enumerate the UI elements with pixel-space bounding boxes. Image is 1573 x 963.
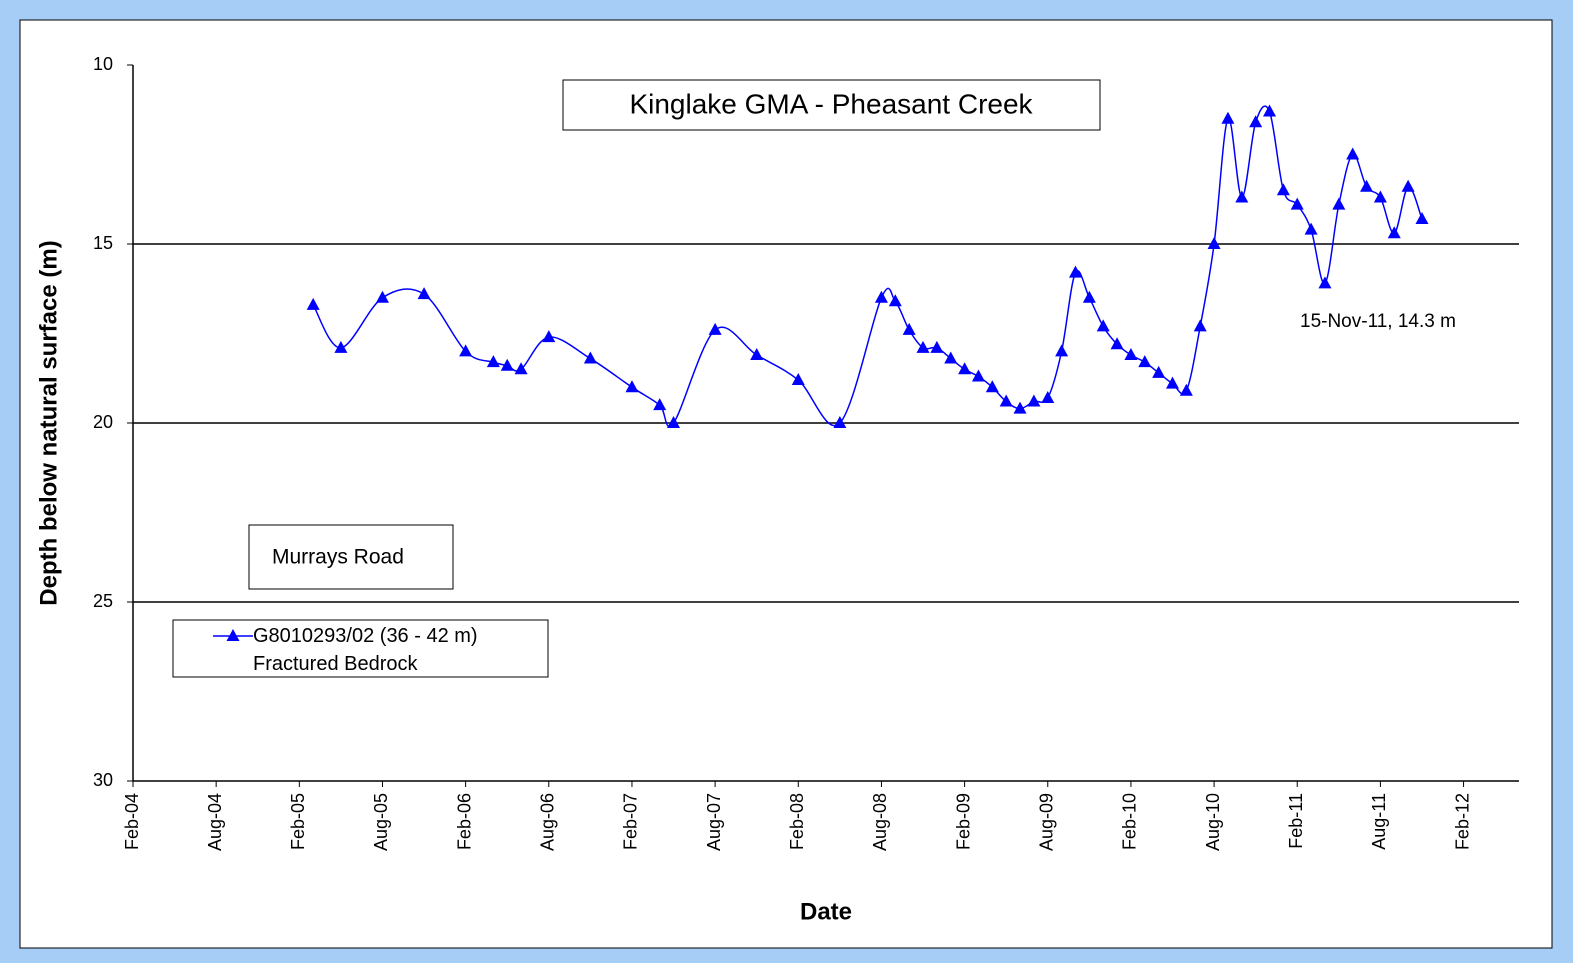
data-point — [999, 394, 1013, 407]
x-tick-label: Feb-11 — [1286, 793, 1306, 849]
y-tick-label: 30 — [93, 770, 113, 790]
data-point — [1110, 337, 1124, 350]
y-axis-title: Depth below natural surface (m) — [35, 240, 62, 605]
x-tick-label: Feb-09 — [953, 793, 973, 850]
annotation: 15-Nov-11, 14.3 m — [1300, 311, 1456, 332]
data-point — [500, 358, 514, 371]
data-point — [1082, 290, 1096, 303]
x-tick-label: Feb-05 — [288, 793, 308, 850]
data-point — [667, 416, 681, 428]
data-point — [1235, 190, 1249, 203]
subtitle: Murrays Road — [272, 546, 404, 569]
data-point — [1221, 111, 1235, 124]
data-point — [902, 322, 916, 335]
data-point — [625, 380, 639, 393]
data-point — [1207, 237, 1221, 249]
data-point — [1304, 222, 1318, 235]
x-tick-label: Aug-08 — [870, 793, 890, 851]
data-point — [944, 351, 958, 364]
x-axis-title: Date — [800, 898, 852, 925]
data-point — [653, 398, 667, 411]
data-point — [1068, 265, 1082, 278]
x-tick-label: Aug-04 — [205, 793, 225, 851]
data-point — [1373, 190, 1387, 203]
data-point — [514, 362, 528, 375]
x-tick-label: Feb-06 — [454, 793, 474, 850]
data-point — [985, 380, 999, 393]
data-point — [1124, 347, 1138, 360]
y-tick-label: 25 — [93, 591, 113, 611]
x-tick-label: Aug-11 — [1369, 793, 1389, 850]
data-point — [930, 340, 944, 353]
legend-symbol — [213, 629, 253, 641]
data-point — [542, 330, 556, 343]
data-point — [334, 340, 348, 353]
data-point — [306, 297, 320, 310]
data-point — [971, 369, 985, 382]
data-point — [1249, 115, 1263, 128]
data-point — [1360, 179, 1374, 192]
data-point — [1013, 401, 1027, 414]
data-point — [1027, 394, 1041, 407]
y-tick-label: 20 — [93, 412, 113, 432]
x-tick-label: Aug-07 — [704, 793, 724, 851]
data-point — [1152, 365, 1166, 378]
data-point — [791, 373, 805, 386]
x-tick-label: Aug-09 — [1037, 793, 1057, 851]
data-point — [1346, 147, 1360, 160]
data-point — [916, 340, 930, 353]
data-point — [750, 347, 764, 360]
title-box — [562, 79, 1101, 131]
data-point — [1387, 226, 1401, 239]
subtitle-box — [248, 524, 454, 590]
data-point — [958, 362, 972, 375]
data-point — [375, 290, 389, 303]
data-point — [874, 290, 888, 303]
legend-marker — [226, 629, 240, 641]
data-point — [486, 355, 500, 368]
legend-box — [172, 619, 549, 678]
data-point — [1318, 276, 1332, 289]
x-tick-label: Feb-10 — [1120, 793, 1140, 850]
y-tick-label: 10 — [93, 54, 113, 74]
data-point — [1055, 344, 1069, 357]
data-point — [1138, 355, 1152, 368]
data-point — [1096, 319, 1110, 332]
x-tick-label: Aug-10 — [1203, 793, 1223, 851]
x-tick-label: Feb-12 — [1452, 793, 1472, 850]
data-point — [1263, 104, 1277, 117]
x-tick-label: Feb-04 — [122, 793, 142, 850]
data-point — [1415, 211, 1429, 224]
x-tick-label: Aug-06 — [538, 793, 558, 851]
data-point — [1276, 183, 1290, 196]
data-point — [708, 322, 722, 335]
chart-title: Kinglake GMA - Pheasant Creek — [629, 88, 1033, 119]
data-point — [1179, 383, 1193, 396]
y-tick-label: 15 — [93, 233, 113, 253]
data-point — [1332, 197, 1346, 210]
legend-label: G8010293/02 (36 - 42 m) Fractured Bedroc… — [253, 625, 478, 675]
data-point — [1290, 197, 1304, 210]
data-point — [1401, 179, 1415, 192]
data-point — [833, 416, 847, 428]
x-tick-label: Feb-08 — [787, 793, 807, 850]
chart-frame — [19, 19, 1553, 949]
data-point — [583, 351, 597, 364]
data-point — [459, 344, 473, 357]
data-point — [1041, 390, 1055, 403]
x-tick-label: Feb-07 — [621, 793, 641, 850]
data-point — [417, 287, 431, 300]
x-tick-label: Aug-05 — [371, 793, 391, 851]
data-point — [1193, 319, 1207, 332]
data-point — [888, 294, 902, 307]
data-point — [1166, 376, 1179, 389]
